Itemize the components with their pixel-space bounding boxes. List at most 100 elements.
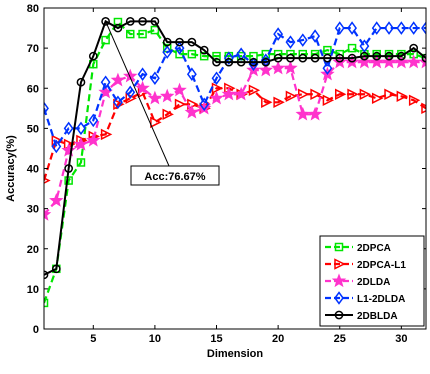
x-tick-label: 25 bbox=[334, 333, 346, 345]
data-point-2dpca-l1 bbox=[359, 88, 372, 100]
data-point-2dpca bbox=[138, 29, 147, 39]
data-point-2dblda bbox=[113, 23, 123, 33]
data-point-2dlda bbox=[283, 60, 298, 75]
data-point-l1-2dlda bbox=[273, 27, 284, 41]
data-point-l1-2dlda bbox=[44, 101, 49, 116]
data-point-2dlda bbox=[307, 106, 323, 121]
data-point-2dpca-l1 bbox=[174, 98, 187, 111]
data-point-2dpca-l1 bbox=[285, 90, 298, 102]
data-point-2dblda bbox=[261, 57, 271, 67]
data-point-2dpca-l1 bbox=[347, 88, 359, 100]
data-point-2dblda bbox=[101, 17, 110, 26]
legend-item-2dpca: 2DPCA bbox=[325, 242, 391, 254]
data-point-2dlda bbox=[61, 142, 76, 157]
annotation-text: Acc:76.67% bbox=[144, 171, 205, 183]
data-point-l1-2dlda bbox=[137, 67, 148, 81]
data-point-2dpca bbox=[150, 25, 160, 35]
legend-marker-2dlda bbox=[331, 273, 347, 288]
data-point-2dlda bbox=[270, 60, 286, 75]
y-tick-label: 0 bbox=[33, 324, 39, 336]
data-point-2dlda bbox=[147, 90, 163, 105]
legend-label: 2DPCA-L1 bbox=[357, 260, 406, 271]
data-point-2dpca-l1 bbox=[248, 84, 261, 96]
annotation-box bbox=[130, 165, 220, 186]
data-point-2dpca bbox=[126, 29, 135, 39]
data-point-l1-2dlda bbox=[359, 39, 370, 53]
data-point-2dpca bbox=[347, 43, 357, 53]
data-point-2dpca-l1 bbox=[162, 108, 174, 121]
data-point-2dlda bbox=[394, 54, 409, 69]
data-point-2dpca bbox=[44, 298, 49, 308]
data-point-l1-2dlda bbox=[113, 95, 123, 110]
legend-label: L1-2DLDA bbox=[357, 294, 405, 305]
y-axis-label: Accuracy(%) bbox=[5, 135, 17, 202]
data-point-2dblda bbox=[347, 53, 357, 63]
data-point-2dblda bbox=[249, 57, 258, 67]
data-point-l1-2dlda bbox=[63, 121, 74, 136]
data-point-2dblda bbox=[360, 51, 369, 61]
x-axis-label: Dimension bbox=[207, 348, 264, 360]
data-point-2dpca-l1 bbox=[334, 88, 347, 100]
annotation-pointer-line bbox=[105, 21, 170, 167]
data-point-2dlda bbox=[209, 90, 224, 105]
data-point-2dlda bbox=[233, 86, 249, 101]
y-tick-label: 40 bbox=[27, 164, 39, 176]
data-point-l1-2dlda bbox=[149, 71, 160, 85]
data-point-l1-2dlda bbox=[199, 97, 210, 112]
data-point-2dblda bbox=[273, 53, 283, 63]
legend-label: 2DLDA bbox=[357, 277, 390, 288]
data-point-2dpca-l1 bbox=[396, 90, 409, 102]
data-point-l1-2dlda bbox=[100, 75, 111, 90]
data-point-2dblda bbox=[162, 37, 172, 47]
legend-item-l1-2dlda: L1-2DLDA bbox=[325, 291, 405, 305]
data-point-2dlda bbox=[258, 62, 274, 77]
data-point-2dpca-l1 bbox=[384, 88, 396, 100]
data-point-2dblda bbox=[335, 53, 345, 63]
data-point-2dlda bbox=[172, 82, 187, 97]
data-point-2dblda bbox=[64, 164, 73, 173]
series-2dlda bbox=[44, 54, 426, 221]
x-tick-label: 5 bbox=[90, 333, 96, 345]
legend-item-2dlda: 2DLDA bbox=[325, 273, 390, 288]
data-point-2dblda bbox=[323, 53, 332, 63]
data-point-l1-2dlda bbox=[174, 41, 185, 55]
data-point-2dpca bbox=[212, 51, 221, 61]
data-point-2dpca-l1 bbox=[371, 92, 384, 104]
y-tick-label: 70 bbox=[27, 43, 39, 55]
data-point-2dlda bbox=[135, 80, 150, 95]
data-point-2dlda bbox=[221, 86, 237, 101]
data-point-l1-2dlda bbox=[371, 21, 382, 35]
data-point-l1-2dlda bbox=[421, 21, 426, 35]
series-2dpca-l1 bbox=[44, 82, 426, 184]
data-point-2dpca-l1 bbox=[261, 96, 273, 109]
legend-label: 2DPCA bbox=[357, 243, 391, 254]
data-point-2dblda bbox=[286, 53, 295, 63]
data-point-2dlda bbox=[357, 54, 372, 69]
data-point-2dpca-l1 bbox=[322, 94, 335, 107]
data-point-l1-2dlda bbox=[76, 121, 86, 136]
data-point-l1-2dlda bbox=[236, 47, 247, 61]
data-point-l1-2dlda bbox=[384, 21, 394, 35]
data-point-l1-2dlda bbox=[211, 71, 222, 85]
data-point-2dblda bbox=[125, 17, 135, 26]
x-tick-label: 30 bbox=[395, 333, 407, 345]
series-line-2dpca-l1 bbox=[44, 87, 426, 181]
data-point-2dpca-l1 bbox=[298, 88, 310, 100]
data-point-l1-2dlda bbox=[297, 33, 308, 47]
data-point-2dblda bbox=[199, 45, 209, 55]
data-point-2dblda bbox=[310, 53, 320, 63]
data-point-2dlda bbox=[381, 54, 397, 69]
legend-item-2dpca-l1: 2DPCA-L1 bbox=[325, 258, 406, 271]
data-point-2dpca-l1 bbox=[310, 88, 322, 100]
legend-marker-2dpca-l1 bbox=[334, 258, 346, 270]
data-point-l1-2dlda bbox=[322, 61, 333, 75]
x-tick-label: 10 bbox=[149, 333, 161, 345]
y-tick-label: 60 bbox=[27, 83, 39, 95]
data-point-l1-2dlda bbox=[408, 21, 419, 35]
annotation: Acc:76.67% bbox=[105, 21, 220, 186]
data-point-2dpca bbox=[323, 45, 332, 55]
data-point-2dlda bbox=[196, 100, 212, 115]
data-point-l1-2dlda bbox=[396, 21, 407, 35]
data-point-2dblda bbox=[224, 57, 234, 67]
data-point-2dlda bbox=[49, 192, 64, 207]
